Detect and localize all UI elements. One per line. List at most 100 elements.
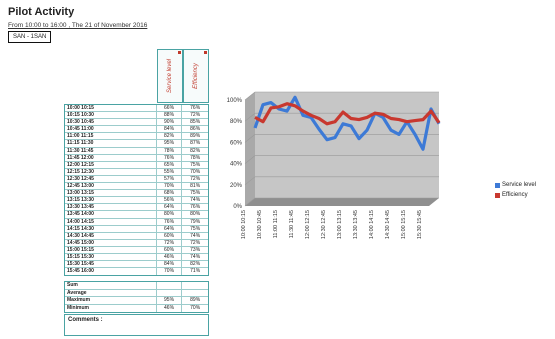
table-row[interactable]: 11:00 11:15 82% 89%	[65, 133, 208, 141]
row-service: 57%	[157, 175, 183, 183]
row-efficiency: 82%	[190, 261, 201, 268]
summary-efficiency	[182, 282, 208, 289]
column-header-label: Service level	[167, 58, 173, 94]
table-row[interactable]: 14:30 14:45 60% 74%	[65, 232, 208, 240]
table-row[interactable]: 13:45 14:00 80% 80%	[65, 211, 208, 219]
table-row[interactable]: 15:15 15:30 46% 74%	[65, 253, 208, 262]
row-time: 12:45 13:00	[65, 183, 157, 190]
summary-row: Minimum 46% 70%	[65, 304, 208, 312]
row-time: 11:00 11:15	[65, 133, 157, 140]
gridline-side	[244, 91, 256, 101]
table-row[interactable]: 14:15 14:30 64% 75%	[65, 225, 208, 233]
row-efficiency: 75%	[190, 161, 201, 168]
row-time: 14:00 14:15	[65, 218, 157, 225]
table-row[interactable]: 10:30 10:45 90% 85%	[65, 119, 208, 127]
table-header: Service level Efficiency	[64, 49, 209, 103]
table-row[interactable]: 10:45 11:00 84% 86%	[65, 126, 208, 134]
summary-service	[157, 289, 183, 296]
row-service: 65%	[157, 161, 183, 168]
row-service: 66%	[157, 105, 183, 112]
row-service: 64%	[157, 225, 183, 232]
table-row[interactable]: 13:15 13:30 56% 74%	[65, 197, 208, 205]
row-service: 90%	[157, 119, 183, 126]
row-efficiency: 87%	[190, 140, 201, 147]
report-subtitle: From 10:00 to 16:00 , The 21 of November…	[8, 22, 148, 29]
table-row[interactable]: 10:00 10:15 66% 76%	[65, 105, 208, 113]
summary-efficiency	[182, 290, 208, 297]
row-efficiency: 78%	[190, 154, 201, 161]
table-row[interactable]: 12:15 12:30 55% 70%	[65, 168, 208, 176]
x-axis-ticks: 10:00 10:15 10:30 10:45 11:00 11:15 11:30 1…	[241, 210, 423, 239]
gridline-side	[244, 176, 256, 186]
row-service: 76%	[157, 154, 183, 161]
table-row[interactable]: 14:45 15:00 72% 72%	[65, 239, 208, 247]
table-row[interactable]: 15:45 16:00 70% 71%	[65, 268, 208, 276]
table-row[interactable]: 11:30 11:45 78% 82%	[65, 147, 208, 155]
y-axis-ticks: 0% 20% 40% 60% 80% 100%	[227, 98, 243, 210]
row-time: 13:45 14:00	[65, 211, 157, 218]
table-row[interactable]: 15:00 15:15 60% 73%	[65, 246, 208, 254]
row-time: 10:30 10:45	[65, 119, 157, 126]
summary-service: 95%	[157, 297, 183, 304]
table-summary: Sum Average Maximum 95% 89% Minimum 46% 70%	[64, 281, 209, 313]
table-row[interactable]: 12:30 12:45 57% 72%	[65, 175, 208, 184]
row-efficiency: 76%	[190, 105, 201, 111]
chart-legend: Service level Efficiency	[495, 182, 536, 202]
line-chart: 0% 20% 40% 60% 80% 100% 10:00 10:15 10:30 10:4…	[227, 91, 441, 239]
summary-service: 46%	[157, 304, 183, 312]
column-header-service-level[interactable]: Service level	[157, 49, 183, 103]
gridline-side	[244, 197, 256, 207]
column-header-efficiency[interactable]: Efficiency	[183, 49, 209, 103]
table-row[interactable]: 14:00 14:15 76% 79%	[65, 218, 208, 226]
legend-item-efficiency[interactable]: Efficiency	[495, 192, 536, 198]
summary-efficiency: 89%	[190, 297, 201, 303]
column-header-label: Efficiency	[193, 63, 199, 89]
legend-item-service-level[interactable]: Service level	[495, 182, 536, 188]
row-efficiency: 73%	[190, 246, 201, 253]
x-tick-label: 10:00 10:15	[241, 210, 247, 239]
y-tick-label: 40%	[230, 162, 243, 168]
x-tick-label: 13:00 13:15	[337, 210, 343, 239]
row-efficiency: 76%	[190, 204, 201, 211]
row-efficiency: 72%	[190, 175, 201, 182]
chart-gridlines	[244, 91, 439, 207]
table-row[interactable]: 15:30 15:45 84% 82%	[65, 261, 208, 269]
table-row[interactable]: 11:45 12:00 76% 78%	[65, 154, 208, 162]
comments-box[interactable]: Comments :	[64, 314, 209, 336]
summary-row: Maximum 95% 89%	[65, 297, 208, 305]
summary-label: Sum	[65, 282, 157, 289]
x-tick-label: 12:30 12:45	[321, 210, 327, 239]
row-service: 80%	[157, 211, 183, 218]
row-time: 13:30 13:45	[65, 204, 157, 211]
row-efficiency: 85%	[190, 119, 201, 126]
chart-floor	[245, 198, 439, 206]
table-row[interactable]: 13:00 13:15 68% 75%	[65, 190, 208, 198]
row-time: 14:45 15:00	[65, 239, 157, 246]
chart-back-wall	[255, 92, 439, 198]
series-line-efficiency	[254, 102, 441, 126]
summary-label: Average	[65, 289, 157, 296]
site-badge[interactable]: SAN - 1SAN	[8, 31, 52, 43]
x-tick-label: 11:30 11:45	[289, 210, 295, 238]
table-row[interactable]: 11:15 11:30 95% 87%	[65, 140, 208, 148]
row-time: 14:15 14:30	[65, 225, 157, 232]
row-service: 56%	[157, 197, 183, 204]
table-row[interactable]: 12:45 13:00 70% 81%	[65, 183, 208, 191]
row-efficiency: 75%	[190, 225, 201, 232]
row-service: 95%	[157, 140, 183, 147]
row-service: 84%	[157, 126, 183, 133]
gridline-side	[244, 112, 256, 122]
gridline-side	[244, 134, 256, 143]
summary-label: Maximum	[65, 297, 157, 304]
row-service: 60%	[157, 232, 183, 239]
table-row[interactable]: 12:00 12:15 65% 75%	[65, 161, 208, 169]
row-service: 46%	[157, 253, 183, 261]
sort-marker-icon	[204, 51, 207, 54]
table-row[interactable]: 10:15 10:30 88% 72%	[65, 112, 208, 120]
series-line-service-level	[253, 95, 441, 151]
row-efficiency: 80%	[190, 211, 201, 218]
row-service: 82%	[157, 133, 183, 140]
table-row[interactable]: 13:30 13:45 64% 76%	[65, 204, 208, 212]
row-time: 15:00 15:15	[65, 246, 157, 253]
x-tick-label: 14:30 14:45	[385, 210, 391, 239]
